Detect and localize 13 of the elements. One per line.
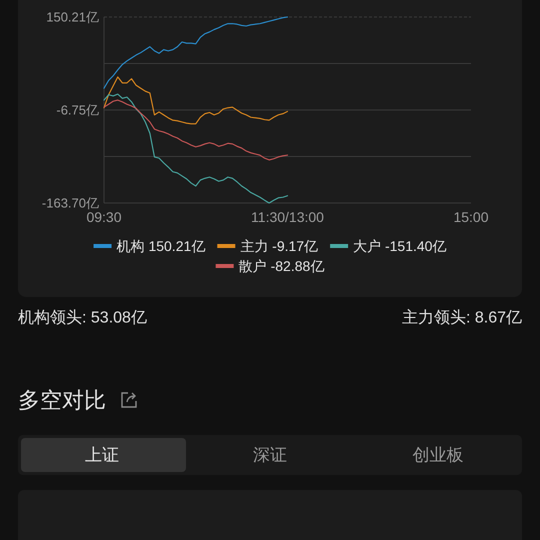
x-tick-label: 15:00 [453,209,489,225]
y-tick-label: -6.75亿 [56,102,99,118]
legend-label: 散户 -82.88亿 [238,258,324,274]
x-tick-label: 09:30 [86,209,122,225]
legend-label: 机构 150.21亿 [116,238,206,254]
tab-bar: 上证 深证 创业板 [18,435,522,475]
text: 多空对比 [18,388,106,412]
legend-label: 主力 -9.17亿 [240,238,318,254]
y-tick-label: 150.21亿 [46,10,99,24]
annotations: 机构领头: 53.08亿 主力领头: 8.67亿 [18,310,522,326]
legend-label: 大户 -151.40亿 [353,238,446,254]
y-tick-label: -163.70亿 [42,196,99,210]
x-tick-label: 11:30/13:00 [251,209,324,225]
